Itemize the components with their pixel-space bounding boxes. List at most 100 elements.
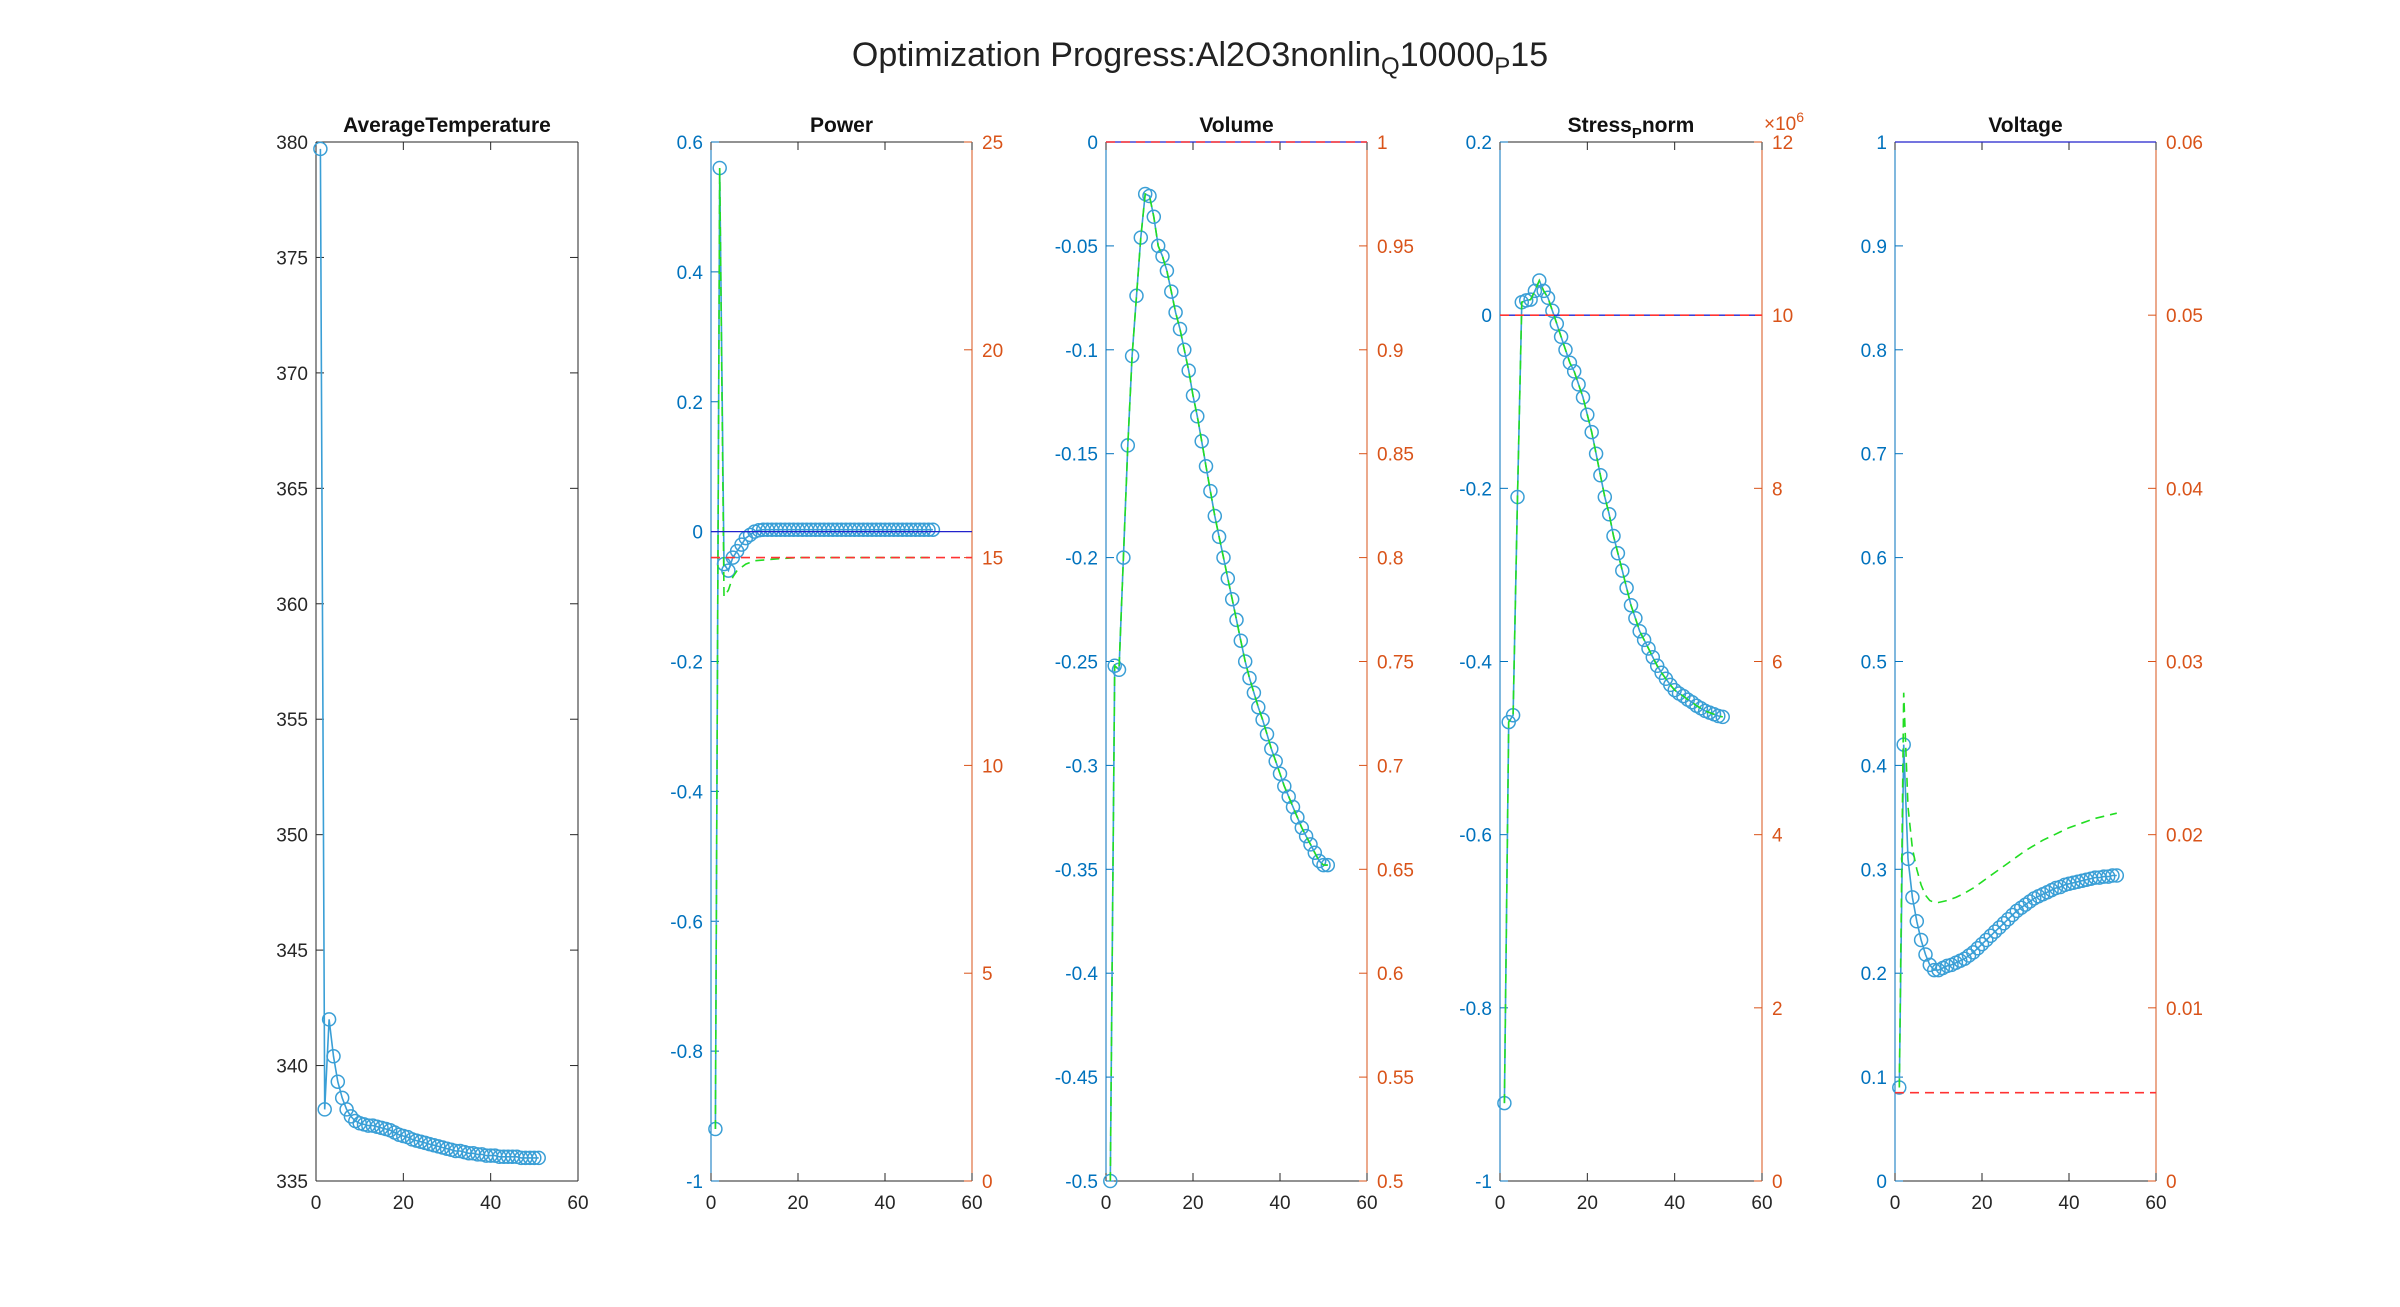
data-point <box>1220 571 1236 586</box>
subplot-1: AverageTemperature 0 20 40 60 335 340 345 350 355… <box>276 114 588 1214</box>
data-point <box>326 1049 341 1064</box>
y-tick-label: 350 <box>276 826 308 847</box>
y-tick-label: 0.2 <box>677 393 703 414</box>
data-point <box>1562 355 1578 371</box>
data-point <box>1146 209 1162 225</box>
y-tick-label: 360 <box>276 595 308 616</box>
y2-tick-label: 10 <box>982 756 1003 777</box>
data-point <box>1255 712 1270 727</box>
subplot-title-main: Voltage <box>1988 114 2062 137</box>
x-tick-label: 60 <box>961 1193 982 1214</box>
data-point <box>1663 677 1678 693</box>
y-tick-label: 340 <box>276 1057 308 1078</box>
y-tick-label: 0.2 <box>1466 133 1492 154</box>
y-tick-label: -0.3 <box>1065 756 1098 777</box>
y2-tick-label: 0.55 <box>1377 1068 1414 1089</box>
y-tick-label: 0 <box>1481 306 1492 327</box>
data-point <box>1203 483 1218 499</box>
x-tick-label: 60 <box>2145 1193 2166 1214</box>
data-point <box>1913 932 1929 948</box>
data-point <box>1177 342 1192 358</box>
y-tick-label: 0.4 <box>1861 756 1888 777</box>
data-point <box>1580 407 1595 422</box>
data-point <box>1207 508 1223 524</box>
subplot-2: Power 0 20 40 60 -1 -0.8 -0.6 -0.4 -0.2 0 0.2 0.4 0.6… <box>670 114 1003 1214</box>
y-tick-label: -0.8 <box>1459 999 1492 1020</box>
y2-tick-label: 0.7 <box>1377 756 1403 777</box>
x-tick-label: 40 <box>1664 1193 1685 1214</box>
y-tick-label: 1 <box>1876 133 1887 154</box>
y-tick-label: -0.05 <box>1055 237 1098 258</box>
data-point <box>343 1109 359 1124</box>
y2-exponent-label: ×106 <box>1764 109 1804 135</box>
x-tick-label: 0 <box>1101 1193 1112 1214</box>
y-tick-label: 0 <box>692 523 703 544</box>
subplot-3: Volume 0 20 40 60 -0.5 -0.45 -0.4 -0.35 -0.3 -0.25… <box>1055 114 1414 1214</box>
data-point <box>1632 623 1647 639</box>
subplot-title-main: AverageTemperature <box>343 114 551 137</box>
data-point <box>1211 529 1227 545</box>
data-point <box>1588 446 1604 461</box>
data-point <box>1593 468 1608 483</box>
data-point <box>1974 936 1990 952</box>
y-tick-label: 0.7 <box>1861 445 1887 466</box>
y-tick-label: -0.35 <box>1055 860 1098 881</box>
y-tick-label: -0.4 <box>1459 653 1492 674</box>
y-tick-label: -0.2 <box>670 653 703 674</box>
x-tick-label: 0 <box>706 1193 717 1214</box>
data-point <box>1979 932 1994 948</box>
data-point <box>742 527 758 543</box>
x-tick-label: 40 <box>2058 1193 2079 1214</box>
data-point <box>1523 292 1538 307</box>
y2-exponent-power: 6 <box>1796 109 1804 125</box>
data-point <box>1926 962 1942 978</box>
y-tick-label: -0.6 <box>670 912 703 933</box>
data-point <box>1272 766 1288 781</box>
y-tick-label: -0.2 <box>1065 549 1098 570</box>
subplot-title-suffix: norm <box>1642 114 1695 137</box>
y-tick-label: -0.8 <box>670 1042 703 1063</box>
data-point <box>1575 390 1591 405</box>
x-tick-label: 20 <box>1182 1193 1203 1214</box>
data-point <box>1224 591 1240 607</box>
y-tick-label: 365 <box>276 479 308 500</box>
data-point <box>1190 409 1205 424</box>
subplot-title-subscript: P <box>1632 125 1642 142</box>
y-tick-label: -0.2 <box>1459 479 1492 500</box>
x-tick-label: 0 <box>311 1193 322 1214</box>
data-point <box>1649 658 1665 674</box>
y2-tick-label: 0 <box>2166 1172 2177 1193</box>
y-tick-label: 0.9 <box>1861 237 1887 258</box>
data-point <box>527 1150 542 1166</box>
data-point <box>1645 649 1661 665</box>
data-point <box>1264 741 1279 757</box>
y2-tick-label: 0.95 <box>1377 237 1414 258</box>
data-point <box>721 563 736 578</box>
y2-tick-label: 15 <box>982 549 1003 570</box>
data-point <box>1715 709 1730 725</box>
x-tick-label: 40 <box>1269 1193 1290 1214</box>
data-point <box>1558 342 1573 358</box>
subplot-title: StressPnorm <box>1568 114 1695 142</box>
x-tick-label: 60 <box>1751 1193 1772 1214</box>
data-point <box>1615 563 1630 578</box>
subplot-title-main: Volume <box>1199 114 1273 137</box>
data-point <box>1246 685 1262 700</box>
y2-tick-label: 5 <box>982 964 993 985</box>
series-line <box>714 167 933 1130</box>
data-point <box>313 141 328 157</box>
data-point <box>1181 363 1196 378</box>
data-point <box>531 1150 546 1166</box>
subplot-title: Volume <box>1199 114 1273 137</box>
y2-tick-label: 25 <box>982 133 1003 154</box>
y-tick-label: 0.1 <box>1861 1068 1887 1089</box>
x-tick-label: 40 <box>480 1193 501 1214</box>
x-tick-label: 20 <box>1971 1193 1992 1214</box>
subplot-title: AverageTemperature <box>343 114 551 137</box>
y2-tick-label: 4 <box>1772 826 1783 847</box>
y2-tick-label: 12 <box>1772 133 1793 154</box>
data-point <box>921 522 936 537</box>
data-point <box>1229 612 1244 628</box>
data-point <box>1606 528 1621 544</box>
